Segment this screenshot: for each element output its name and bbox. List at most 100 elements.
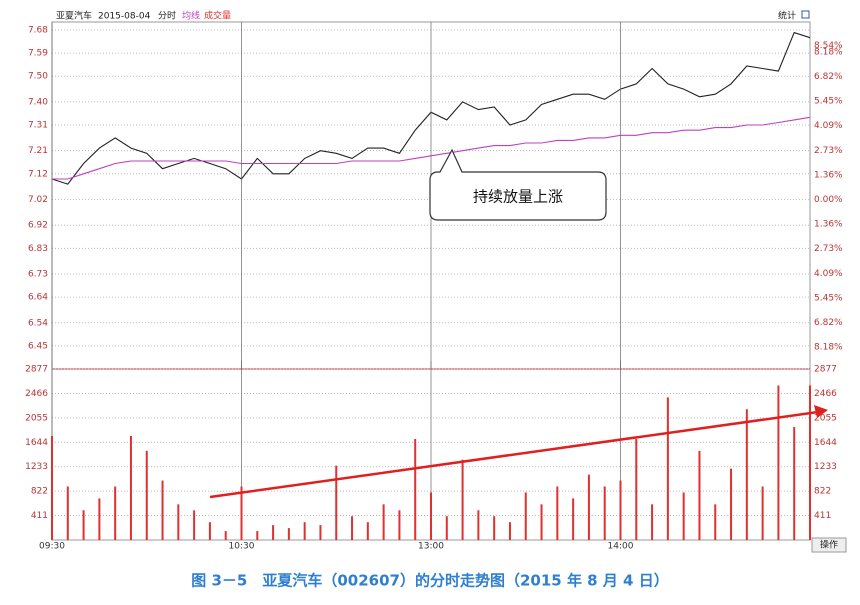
volume-bar bbox=[666, 397, 669, 540]
y2-tick-label: 5.45% bbox=[814, 293, 843, 303]
y2-tick-label: 1.36% bbox=[814, 170, 843, 180]
y-tick-label: 6.45 bbox=[28, 341, 48, 351]
volume-bar bbox=[161, 480, 164, 540]
y-tick-label-right: 822 bbox=[814, 487, 831, 497]
volume-bar bbox=[556, 486, 559, 540]
x-tick-label: 14:00 bbox=[608, 542, 634, 552]
volume-bar bbox=[761, 486, 764, 540]
y2-tick-label: 1.36% bbox=[814, 220, 843, 230]
volume-bar bbox=[635, 438, 638, 540]
y2-tick-label: 6.82% bbox=[814, 318, 843, 328]
volume-bar bbox=[272, 525, 275, 540]
y-tick-label: 7.59 bbox=[28, 49, 48, 59]
volume-bar bbox=[51, 435, 53, 540]
volume-bar bbox=[540, 504, 543, 540]
caption: 图 3－5 亚夏汽车（002607）的分时走势图（2015 年 8 月 4 日） bbox=[191, 572, 668, 590]
date: 2015-08-04 bbox=[98, 12, 151, 22]
volume-bar bbox=[193, 510, 196, 540]
y-tick-label: 7.12 bbox=[28, 169, 48, 179]
legend-volume: 成交量 bbox=[204, 10, 231, 22]
volume-bar bbox=[224, 531, 227, 540]
volume-bar bbox=[793, 427, 796, 540]
volume-bar bbox=[177, 504, 180, 540]
y-tick-label: 6.92 bbox=[28, 221, 48, 231]
volume-bar bbox=[777, 385, 780, 540]
stat-button[interactable]: 统计 bbox=[778, 10, 796, 22]
action-label[interactable]: 操作 bbox=[820, 539, 838, 551]
volume-bar bbox=[98, 498, 101, 540]
volume-bar bbox=[382, 504, 385, 540]
volume-bar bbox=[603, 486, 606, 540]
y-tick-label: 6.64 bbox=[28, 293, 48, 303]
volume-bar bbox=[82, 510, 85, 540]
y-tick-label: 7.21 bbox=[28, 146, 48, 156]
y2-tick-label: 8.54% bbox=[814, 41, 843, 51]
volume-bar bbox=[461, 459, 464, 540]
volume-bar bbox=[208, 522, 211, 540]
y-tick-label-right: 1644 bbox=[814, 438, 837, 448]
y-tick-label: 6.73 bbox=[28, 269, 48, 279]
volume-bar bbox=[351, 516, 354, 540]
y-tick-label: 7.31 bbox=[28, 121, 48, 131]
volume-bar bbox=[287, 528, 290, 540]
y2-tick-label: 4.09% bbox=[814, 269, 843, 279]
volume-bar bbox=[493, 516, 496, 540]
volume-bar bbox=[66, 486, 69, 540]
volume-bar bbox=[477, 510, 480, 540]
y-tick-label: 2055 bbox=[25, 413, 48, 423]
y-tick-label-right: 2055 bbox=[814, 413, 837, 423]
y-tick-label: 7.40 bbox=[28, 97, 48, 107]
window-icon[interactable] bbox=[801, 10, 810, 19]
y-tick-label-right: 411 bbox=[814, 511, 831, 521]
legend-price: 分时 bbox=[158, 10, 176, 22]
volume-bar bbox=[651, 504, 654, 540]
callout-box bbox=[429, 148, 607, 221]
volume-bar bbox=[619, 480, 622, 540]
y-tick-label: 7.68 bbox=[28, 26, 48, 36]
y2-tick-label: 2.73% bbox=[814, 244, 843, 254]
y-tick-label-right: 2466 bbox=[814, 389, 837, 399]
volume-bar bbox=[587, 474, 590, 540]
volume-bar bbox=[303, 522, 306, 540]
volume-bar bbox=[508, 522, 511, 540]
volume-bar bbox=[240, 486, 243, 540]
trend-arrow bbox=[209, 410, 819, 499]
y-tick-label: 7.02 bbox=[28, 195, 48, 205]
y-tick-label: 6.83 bbox=[28, 244, 48, 254]
y2-tick-label: 0.00% bbox=[814, 195, 843, 205]
y-tick-label: 1644 bbox=[25, 438, 48, 448]
volume-bar bbox=[809, 385, 811, 540]
volume-bar bbox=[145, 450, 148, 540]
y2-tick-label: 2.73% bbox=[814, 146, 843, 156]
y-tick-label: 2466 bbox=[25, 389, 48, 399]
y-tick-label: 411 bbox=[31, 511, 48, 521]
x-tick-label: 09:30 bbox=[39, 542, 65, 552]
y-tick-label-right: 1233 bbox=[814, 462, 837, 472]
y-tick-label: 6.54 bbox=[28, 318, 48, 328]
volume-bar bbox=[129, 435, 132, 540]
volume-bar bbox=[682, 492, 685, 540]
y-tick-label: 822 bbox=[31, 487, 48, 497]
action-button[interactable] bbox=[811, 537, 847, 553]
y2-tick-label: 6.82% bbox=[814, 72, 843, 82]
volume-bar bbox=[572, 498, 575, 540]
volume-bar bbox=[414, 438, 417, 540]
annotation: 持续放量上涨 bbox=[473, 188, 563, 206]
plot-layer: 7.68 7.59 7.50 7.40 7.31 7.21 7.12 7.02 6.92 6.83… bbox=[25, 22, 843, 552]
y-tick-label-right: 2877 bbox=[814, 365, 837, 375]
volume-bar bbox=[319, 525, 322, 540]
y2-tick-label: 4.09% bbox=[814, 121, 843, 131]
y-tick-label: 1233 bbox=[25, 462, 48, 472]
volume-bar bbox=[430, 492, 432, 540]
legend-average: 均线 bbox=[182, 10, 200, 22]
arrow-head bbox=[814, 405, 828, 418]
volume-bar bbox=[714, 504, 717, 540]
volume-bar bbox=[698, 450, 701, 540]
y2-tick-label: 5.45% bbox=[814, 97, 843, 107]
y2-tick-label: 8.18% bbox=[814, 343, 843, 353]
y-tick-label: 2877 bbox=[25, 365, 48, 375]
volume-bar bbox=[745, 409, 748, 540]
volume-bar bbox=[730, 468, 733, 540]
volume-bar bbox=[335, 465, 338, 540]
